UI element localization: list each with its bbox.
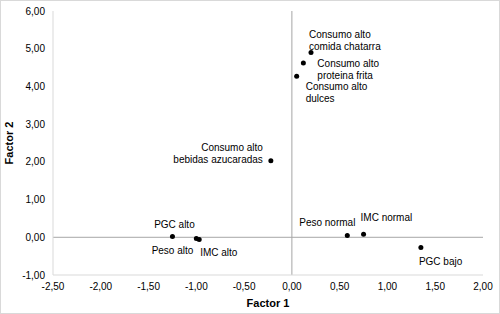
svg-text:Peso alto: Peso alto bbox=[152, 245, 194, 256]
svg-text:Factor 2: Factor 2 bbox=[8, 122, 15, 165]
svg-text:0,50: 0,50 bbox=[330, 281, 350, 292]
svg-text:6,00: 6,00 bbox=[26, 6, 46, 17]
svg-text:0,00: 0,00 bbox=[282, 281, 302, 292]
svg-text:1,00: 1,00 bbox=[26, 194, 46, 205]
svg-text:4,00: 4,00 bbox=[26, 81, 46, 92]
svg-text:-1,50: -1,50 bbox=[137, 281, 160, 292]
svg-text:IMC normal: IMC normal bbox=[361, 212, 413, 223]
svg-text:Consumo altocomida chatarra: Consumo altocomida chatarra bbox=[309, 29, 381, 52]
svg-text:-2,50: -2,50 bbox=[42, 281, 65, 292]
svg-text:5,00: 5,00 bbox=[26, 43, 46, 54]
svg-text:-1,00: -1,00 bbox=[22, 270, 45, 281]
svg-text:1,50: 1,50 bbox=[425, 281, 445, 292]
svg-text:-2,00: -2,00 bbox=[89, 281, 112, 292]
svg-text:PGC alto: PGC alto bbox=[154, 219, 195, 230]
svg-text:-0,50: -0,50 bbox=[233, 281, 256, 292]
svg-text:IMC alto: IMC alto bbox=[200, 247, 238, 258]
svg-text:3,00: 3,00 bbox=[26, 119, 46, 130]
svg-text:Peso normal: Peso normal bbox=[299, 217, 355, 228]
svg-text:Consumo altoproteina frita: Consumo altoproteina frita bbox=[317, 58, 379, 81]
svg-text:Consumo altobebidas azucaradas: Consumo altobebidas azucaradas bbox=[173, 142, 263, 165]
svg-text:-1,00: -1,00 bbox=[185, 281, 208, 292]
svg-text:2,00: 2,00 bbox=[473, 281, 492, 292]
svg-text:0,00: 0,00 bbox=[26, 232, 46, 243]
svg-text:2,00: 2,00 bbox=[26, 156, 46, 167]
svg-text:PGC bajo: PGC bajo bbox=[419, 256, 463, 267]
svg-text:Factor 1: Factor 1 bbox=[247, 297, 290, 309]
svg-text:1,00: 1,00 bbox=[378, 281, 398, 292]
svg-text:Consumo altodulces: Consumo altodulces bbox=[306, 81, 368, 104]
